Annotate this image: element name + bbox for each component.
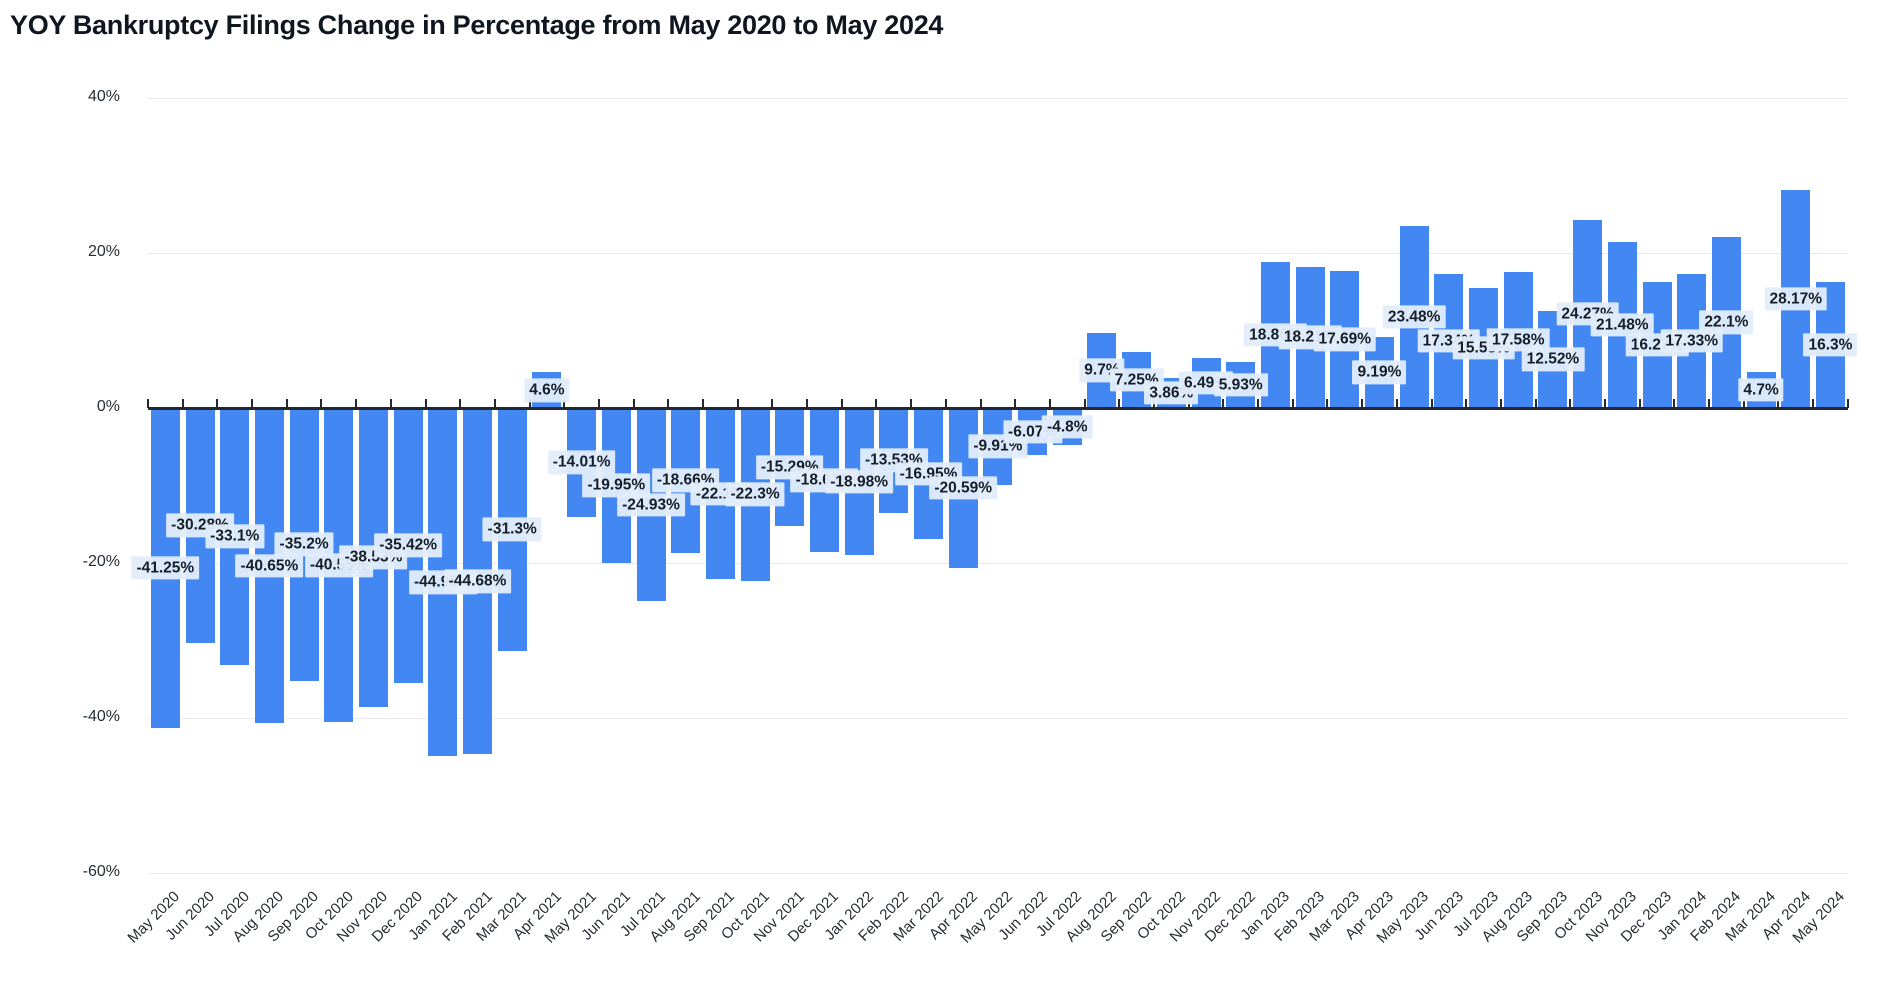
axis-tick (563, 399, 566, 408)
gridline (148, 98, 1848, 99)
data-label: -22.3% (725, 482, 785, 507)
data-label: -18.98% (825, 469, 894, 494)
data-label: 16.3% (1803, 333, 1858, 357)
data-label: 12.52% (1521, 347, 1585, 372)
data-label: 5.93% (1213, 373, 1268, 397)
axis-tick (1083, 399, 1086, 408)
axis-tick (979, 399, 982, 408)
axis-tick (806, 399, 809, 408)
data-label: -14.01% (547, 450, 616, 474)
axis-tick (597, 399, 600, 408)
axis-tick (528, 399, 531, 408)
data-label: 4.6% (524, 378, 570, 402)
data-label: 17.58% (1486, 328, 1550, 352)
data-label: 22.1% (1699, 310, 1754, 335)
axis-tick (1499, 399, 1502, 408)
gridline (148, 253, 1848, 254)
y-axis-tick-label: -40% (82, 708, 120, 725)
axis-tick (1603, 399, 1606, 408)
axis-tick (1638, 399, 1641, 408)
axis-tick (1465, 399, 1468, 408)
axis-tick (1014, 399, 1017, 408)
axis-tick (493, 399, 496, 408)
axis-tick (1742, 399, 1745, 408)
axis-tick (944, 399, 947, 408)
data-label: 23.48% (1382, 305, 1446, 329)
axis-tick (424, 399, 427, 408)
y-axis-tick-label: 0% (96, 398, 120, 415)
data-label: -4.8% (1042, 414, 1093, 439)
data-label: -44.68% (443, 569, 512, 593)
axis-tick (1048, 399, 1051, 408)
axis-tick (1708, 399, 1711, 408)
axis-tick (702, 399, 705, 408)
data-label: -35.2% (274, 532, 334, 557)
data-label: -35.42% (374, 533, 443, 557)
data-label: 17.33% (1660, 329, 1723, 353)
axis-tick (667, 399, 670, 408)
y-axis-tick-label: -20% (82, 553, 120, 570)
axis-tick (1257, 399, 1260, 408)
data-label: 4.7% (1738, 378, 1784, 402)
axis-tick (1673, 399, 1676, 408)
axis-tick (355, 399, 358, 408)
axis-tick (736, 399, 739, 408)
axis-tick (910, 399, 913, 408)
axis-tick (1777, 399, 1780, 408)
axis-tick (147, 399, 149, 408)
data-label: 21.48% (1591, 313, 1654, 337)
data-label: -41.25% (131, 556, 200, 580)
y-axis-tick-label: 20% (87, 243, 120, 260)
gridline (148, 873, 1848, 874)
data-label: -20.59% (929, 476, 998, 500)
axis-tick (1534, 399, 1537, 408)
axis-tick (1569, 399, 1572, 408)
data-label: -33.1% (205, 524, 265, 548)
axis-tick (285, 399, 288, 408)
data-label: 17.69% (1313, 327, 1377, 352)
axis-tick (389, 399, 392, 408)
x-axis-line (148, 407, 1848, 410)
gridline (148, 563, 1848, 564)
axis-tick (632, 399, 635, 408)
axis-tick (216, 399, 219, 408)
axis-tick (840, 399, 843, 408)
chart-title: YOY Bankruptcy Filings Change in Percent… (10, 10, 944, 40)
axis-tick (771, 399, 774, 408)
data-label: -24.93% (617, 492, 685, 517)
axis-tick (1846, 399, 1849, 408)
axis-tick (181, 399, 184, 408)
axis-tick (1291, 399, 1294, 408)
y-axis-tick-label: -60% (82, 863, 120, 880)
axis-tick (1812, 399, 1815, 408)
axis-tick (1222, 399, 1225, 408)
data-label: 28.17% (1764, 287, 1828, 311)
axis-tick (1326, 399, 1329, 408)
axis-tick (1361, 399, 1364, 408)
axis-tick (1118, 399, 1121, 408)
data-label: -31.3% (482, 517, 542, 541)
axis-tick (1395, 399, 1398, 408)
data-label: 9.19% (1352, 360, 1407, 385)
data-label: -19.95% (582, 473, 651, 497)
axis-tick (320, 399, 323, 408)
axis-tick (251, 399, 254, 408)
y-axis-tick-label: 40% (87, 88, 120, 105)
gridline (148, 718, 1848, 719)
axis-tick (459, 399, 462, 408)
axis-tick (875, 399, 878, 408)
axis-tick (1430, 399, 1433, 408)
data-label: -40.65% (235, 553, 304, 578)
